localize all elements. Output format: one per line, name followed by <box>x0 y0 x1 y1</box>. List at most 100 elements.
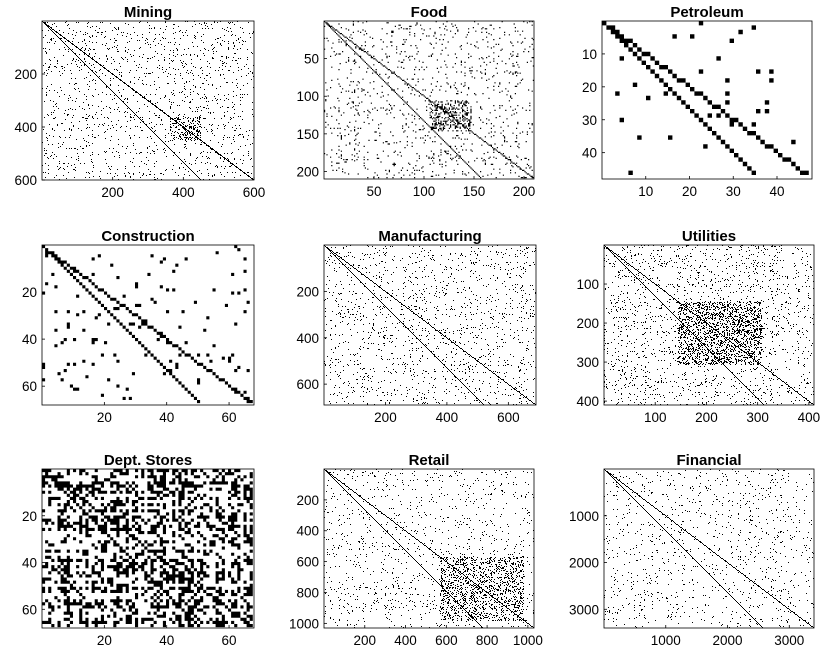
x-tick-label: 10 <box>638 184 653 199</box>
x-tick-label: 200 <box>374 410 397 425</box>
panel-title: Construction <box>101 228 194 245</box>
panel-petroleum: Petroleum 10 20 30 40 10 20 30 40 <box>582 4 813 199</box>
y-tick-label: 100 <box>576 277 599 292</box>
panel-title: Retail <box>409 452 450 469</box>
x-tick-labels: 1000 2000 3000 <box>651 625 804 648</box>
sparsity-marks <box>602 21 809 175</box>
axes-frame <box>323 244 537 406</box>
x-tick-label: 200 <box>695 410 718 425</box>
y-tick-label: 800 <box>296 585 319 600</box>
x-tick-label: 400 <box>172 185 195 200</box>
nonzero-entries <box>42 245 253 404</box>
y-tick-label: 100 <box>296 89 319 104</box>
nonzero-entries <box>42 469 253 628</box>
x-tick-labels: 20 40 60 <box>97 402 237 425</box>
y-tick-label: 50 <box>304 52 319 67</box>
nonzero-entries <box>604 245 814 405</box>
x-tick-label: 40 <box>159 633 174 648</box>
sparsity-marks <box>324 469 534 628</box>
axes-frame <box>323 468 535 629</box>
y-tick-label: 150 <box>296 127 319 142</box>
x-tick-labels: 10 20 30 40 <box>638 176 785 199</box>
axes-frame <box>323 20 535 180</box>
y-tick-label: 2000 <box>569 556 599 571</box>
x-tick-label: 400 <box>394 633 417 648</box>
y-tick-label: 600 <box>296 555 319 570</box>
panel-title: Mining <box>124 4 172 21</box>
x-tick-label: 40 <box>159 410 174 425</box>
x-tick-label: 200 <box>101 185 124 200</box>
nonzero-entries <box>324 21 534 179</box>
x-tick-labels: 200 400 600 <box>101 177 265 200</box>
y-tick-label: 20 <box>22 509 37 524</box>
y-tick-labels: 1000 2000 3000 <box>569 509 607 617</box>
y-tick-label: 1000 <box>289 616 319 631</box>
x-tick-labels: 50 100 150 200 <box>366 176 535 199</box>
y-tick-labels: 200 400 600 <box>296 284 327 392</box>
panel-title: Financial <box>676 452 741 469</box>
y-tick-labels: 10 20 30 40 <box>582 47 605 161</box>
y-tick-label: 400 <box>14 120 37 135</box>
x-tick-label: 600 <box>435 633 458 648</box>
nonzero-entries <box>324 469 534 628</box>
y-tick-labels: 200 400 600 800 1000 <box>289 493 327 631</box>
sparsity-marks <box>42 245 253 404</box>
x-tick-label: 20 <box>97 633 112 648</box>
sparsity-marks <box>324 21 534 179</box>
y-tick-labels: 100 200 300 400 <box>576 277 607 409</box>
y-tick-label: 200 <box>296 493 319 508</box>
x-tick-label: 100 <box>413 184 436 199</box>
sparsity-marks <box>604 245 814 405</box>
y-tick-label: 200 <box>14 67 37 82</box>
axes-frame <box>41 468 255 629</box>
y-tick-label: 60 <box>22 602 37 617</box>
y-tick-label: 200 <box>296 284 319 299</box>
panel-construction: Construction 20 40 60 20 40 60 <box>22 228 255 425</box>
x-tick-label: 60 <box>222 633 237 648</box>
x-tick-label: 30 <box>726 184 741 199</box>
x-tick-label: 400 <box>798 410 821 425</box>
panel-dept-stores: Dept. Stores 20 40 60 20 40 60 <box>22 452 255 648</box>
x-tick-label: 600 <box>243 185 266 200</box>
panel-title: Manufacturing <box>378 228 481 245</box>
y-tick-label: 30 <box>582 113 597 128</box>
y-tick-label: 40 <box>22 332 37 347</box>
panel-title: Petroleum <box>670 4 743 21</box>
x-tick-label: 60 <box>222 410 237 425</box>
y-tick-label: 600 <box>14 173 37 188</box>
x-tick-label: 50 <box>366 184 381 199</box>
panel-mining: Mining 200 400 600 200 400 600 <box>14 4 265 200</box>
x-tick-label: 400 <box>436 410 459 425</box>
axes-frame <box>603 244 815 406</box>
x-tick-label: 20 <box>682 184 697 199</box>
x-tick-labels: 100 200 300 400 <box>644 402 820 425</box>
x-tick-label: 20 <box>97 410 112 425</box>
x-tick-label: 2000 <box>713 633 743 648</box>
x-tick-label: 200 <box>513 184 536 199</box>
axes-frame <box>41 244 255 406</box>
y-tick-label: 20 <box>582 80 597 95</box>
y-tick-label: 400 <box>296 331 319 346</box>
panel-financial: Financial 1000 2000 3000 1000 2000 3000 <box>569 452 815 648</box>
panel-title: Dept. Stores <box>104 452 192 469</box>
x-tick-label: 40 <box>769 184 784 199</box>
panel-food: Food 50 100 150 200 50 100 150 200 <box>296 4 535 199</box>
y-tick-label: 400 <box>576 394 599 409</box>
panel-manufacturing: Manufacturing 200 400 600 200 400 600 <box>296 228 537 425</box>
y-tick-label: 400 <box>296 524 319 539</box>
x-tick-label: 300 <box>746 410 769 425</box>
y-tick-label: 10 <box>582 47 597 62</box>
sparsity-marks <box>42 469 253 628</box>
y-tick-label: 3000 <box>569 602 599 617</box>
sparsity-marks <box>604 469 814 628</box>
nonzero-entries <box>324 245 536 405</box>
y-tick-labels: 50 100 150 200 <box>296 52 327 179</box>
axes-frame <box>41 20 255 181</box>
y-tick-labels: 20 40 60 <box>22 285 45 394</box>
panel-retail: Retail 200 400 600 800 1000 200 400 600 800 1000 <box>289 452 543 648</box>
x-tick-label: 200 <box>354 633 377 648</box>
nonzero-entries <box>42 21 254 180</box>
y-tick-label: 200 <box>576 316 599 331</box>
axes-frame <box>603 468 815 629</box>
